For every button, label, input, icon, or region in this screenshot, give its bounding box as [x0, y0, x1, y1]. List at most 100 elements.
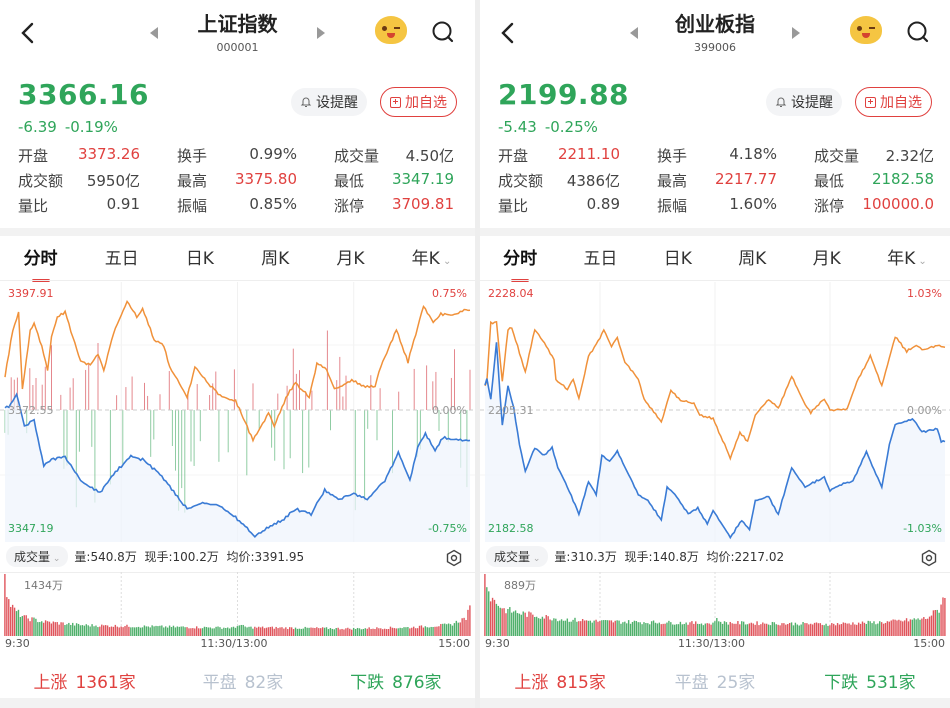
volume-bar — [518, 613, 521, 636]
volume-chart[interactable]: 1434万 — [0, 572, 475, 636]
decliners[interactable]: 下跌 531家 — [824, 673, 916, 693]
volume-indicator-select[interactable]: 成交量 ⌄ — [486, 546, 549, 567]
volume-bar — [430, 626, 432, 636]
volume-bar — [428, 627, 430, 636]
divider — [480, 280, 950, 281]
tab-five-day[interactable]: 五日 — [104, 249, 139, 269]
volume-bar — [658, 622, 661, 636]
volume-bar — [926, 618, 929, 636]
volume-bar — [310, 627, 312, 636]
volume-bar — [507, 609, 509, 636]
stat-volume-ratio: 量比 0.91 — [18, 195, 140, 215]
time-label-close: 15:00 — [913, 637, 945, 650]
volume-bar — [618, 620, 620, 636]
volume-bar — [909, 619, 912, 636]
volume-bar — [283, 628, 285, 636]
next-index-triangle-right-icon[interactable] — [792, 27, 800, 39]
volume-bar — [321, 627, 324, 636]
volume-bar — [219, 627, 221, 636]
tab-yearly-k[interactable]: 年K ⌄ — [887, 249, 927, 269]
volume-bar — [813, 622, 816, 636]
search-icon[interactable] — [431, 20, 455, 44]
stat-turnover: 换手 4.18% — [657, 145, 777, 165]
volume-bar — [681, 624, 684, 636]
volume-bar — [568, 621, 570, 636]
volume-indicator-select[interactable]: 成交量 ⌄ — [6, 546, 69, 567]
volume-bar — [256, 627, 258, 636]
axis-label-prev-close: 2205.31 — [488, 404, 534, 417]
tab-weekly-k[interactable]: 周K — [261, 249, 290, 269]
prev-index-triangle-left-icon[interactable] — [150, 27, 158, 39]
volume-bar — [366, 628, 368, 636]
volume-bar — [81, 625, 84, 636]
tab-monthly-k[interactable]: 月K — [812, 249, 841, 269]
tab-daily-k[interactable]: 日K — [663, 249, 692, 269]
volume-bar — [182, 626, 184, 636]
volume-bar — [409, 628, 411, 636]
volume-bar — [137, 626, 140, 636]
volume-bar — [537, 618, 540, 636]
advancers[interactable]: 上涨 815家 — [514, 673, 606, 693]
volume-bar — [273, 628, 275, 636]
volume-bar — [368, 627, 370, 636]
index-panel-chinext: 创业板指 399006 2199.88 -5.43 -0.25% 设提醒 加自选 … — [480, 0, 950, 708]
back-chevron-icon[interactable] — [494, 18, 524, 48]
intraday-chart[interactable]: 3397.91 3372.55 3347.19 0.75% 0.00% -0.75% — [0, 282, 475, 542]
next-index-triangle-right-icon[interactable] — [317, 27, 325, 39]
axis-label-low: 2182.58 — [488, 522, 534, 535]
stat-volume: 成交量 4.50亿 — [334, 147, 454, 165]
volume-bar — [827, 625, 829, 636]
volume-bar — [77, 623, 80, 636]
mascot-icon[interactable] — [375, 16, 407, 44]
settings-gear-icon[interactable] — [920, 549, 938, 567]
tab-intraday[interactable]: 分时 — [499, 244, 541, 282]
volume-bar — [275, 626, 277, 636]
volume-info: 量:540.8万 现手:100.2万 均价:3391.95 — [74, 550, 305, 564]
advancers[interactable]: 上涨 1361家 — [33, 673, 136, 693]
volume-bar — [341, 628, 343, 636]
tab-five-day[interactable]: 五日 — [583, 249, 618, 269]
tab-yearly-k[interactable]: 年K ⌄ — [411, 249, 452, 269]
volume-chart[interactable]: 889万 — [480, 572, 950, 636]
mascot-icon[interactable] — [850, 16, 882, 44]
volume-bar — [31, 617, 33, 636]
set-alert-button[interactable]: 设提醒 — [766, 88, 842, 116]
unchanged[interactable]: 平盘 82家 — [202, 673, 284, 693]
volume-bar — [919, 619, 921, 636]
axis-label-pct-low: -0.75% — [428, 522, 467, 535]
stat-turnover: 换手 0.99% — [177, 145, 297, 165]
tab-monthly-k[interactable]: 月K — [336, 249, 365, 269]
volume-bar — [217, 626, 219, 636]
add-to-watchlist-button[interactable]: 加自选 — [855, 87, 932, 117]
volume-bar — [438, 626, 440, 636]
volume-bar — [660, 624, 662, 636]
volume-bar — [196, 626, 198, 636]
tab-daily-k[interactable]: 日K — [185, 249, 214, 269]
back-chevron-icon[interactable] — [14, 18, 44, 48]
volume-bar — [240, 624, 242, 636]
intraday-chart[interactable]: 2228.04 2205.31 2182.58 1.03% 0.00% -1.03% — [480, 282, 950, 542]
volume-bar — [570, 621, 572, 636]
axis-label-prev-close: 3372.55 — [8, 404, 54, 417]
stat-value: 0.91 — [106, 195, 140, 213]
settings-gear-icon[interactable] — [445, 549, 463, 567]
volume-bar — [578, 621, 580, 636]
tab-intraday[interactable]: 分时 — [20, 244, 62, 282]
volume-bar — [405, 627, 407, 636]
volume-bar — [382, 629, 384, 636]
tab-weekly-k[interactable]: 周K — [738, 249, 767, 269]
volume-bar — [599, 621, 601, 636]
prev-index-triangle-left-icon[interactable] — [630, 27, 638, 39]
volume-bar — [896, 620, 898, 636]
volume-bar — [64, 624, 66, 636]
volume-bar — [232, 626, 235, 636]
decliners[interactable]: 下跌 876家 — [350, 673, 442, 693]
add-to-watchlist-button[interactable]: 加自选 — [380, 87, 457, 117]
index-title: 创业板指 — [675, 12, 755, 36]
axis-label-pct-low: -1.03% — [903, 522, 942, 535]
volume-bar — [817, 623, 820, 636]
unchanged[interactable]: 平盘 25家 — [674, 673, 756, 693]
search-icon[interactable] — [906, 20, 930, 44]
volume-bar — [304, 626, 306, 636]
set-alert-button[interactable]: 设提醒 — [291, 88, 367, 116]
